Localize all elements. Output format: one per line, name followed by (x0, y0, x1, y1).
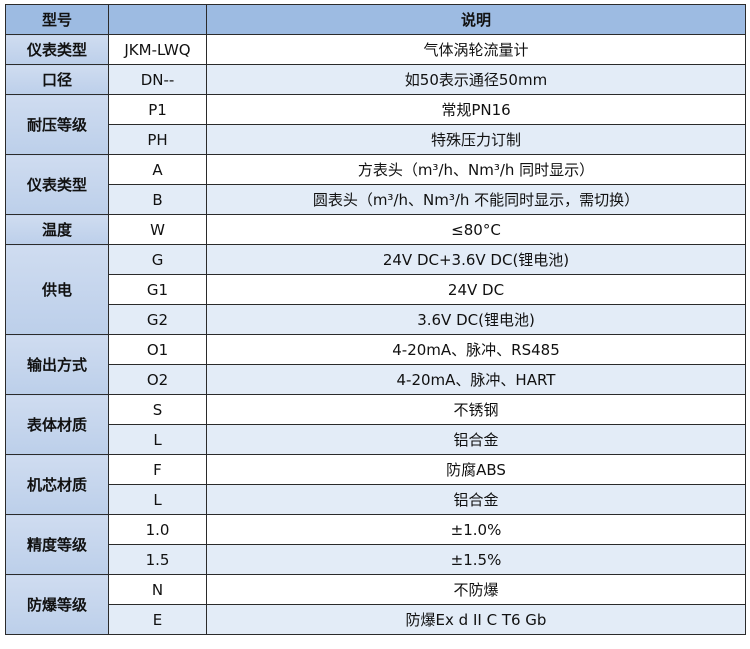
table-row: 供电 G 24V DC+3.6V DC(锂电池) (5, 244, 746, 335)
table-row: 表体材质 S 不锈钢 (5, 394, 746, 455)
group-label: 温度 (5, 214, 109, 245)
option-description: 如50表示通径50mm (206, 64, 746, 95)
option-description: 铝合金 (206, 484, 746, 515)
option-description: ≤80°C (206, 214, 746, 245)
option-code: G (108, 244, 207, 275)
option-description: 常规PN16 (206, 94, 746, 125)
option-description: 气体涡轮流量计 (206, 34, 746, 65)
group-label: 仪表类型 (5, 34, 109, 65)
header-model: 型号 (5, 4, 109, 35)
group-label: 精度等级 (5, 514, 109, 575)
option-description: 防爆Ex d II C T6 Gb (206, 604, 746, 635)
table-row: 口径 DN-- 如50表示通径50mm (5, 64, 746, 95)
option-description: 24V DC (206, 274, 746, 305)
table-row: 输出方式 O1 4-20mA、脉冲、RS485 (5, 334, 746, 395)
table-row: E 防爆Ex d II C T6 Gb (6, 604, 746, 635)
table-row: 1.5 ±1.5% (6, 544, 746, 575)
option-description: 4-20mA、脉冲、HART (206, 364, 746, 395)
option-code: O1 (108, 334, 207, 365)
group-label: 耐压等级 (5, 94, 109, 155)
header-code (108, 4, 207, 35)
option-description: 不防爆 (206, 574, 746, 605)
option-description: 防腐ABS (206, 454, 746, 485)
table-row: 温度 W ≤80°C (5, 214, 746, 245)
option-code: 1.0 (108, 514, 207, 545)
option-code: N (108, 574, 207, 605)
model-spec-table: 型号 说明 仪表类型 JKM-LWQ 气体涡轮流量计 口径 DN-- 如50表示通径50m… (5, 4, 746, 635)
group-label: 机芯材质 (5, 454, 109, 515)
option-description: 铝合金 (206, 424, 746, 455)
option-code: S (108, 394, 207, 425)
option-code: W (108, 214, 207, 245)
table-row: 耐压等级 P1 常规PN16 (5, 94, 746, 155)
table-row: L 铝合金 (6, 484, 746, 515)
table-row: 防爆等级 N 不防爆 (5, 574, 746, 635)
table-row: 仪表类型 A 方表头（m³/h、Nm³/h 同时显示） (5, 154, 746, 215)
option-code: A (108, 154, 207, 185)
table-row: 机芯材质 F 防腐ABS (5, 454, 746, 515)
option-description: 不锈钢 (206, 394, 746, 425)
table-row: 精度等级 1.0 ±1.0% (5, 514, 746, 575)
table-row: PH 特殊压力订制 (6, 124, 746, 155)
option-description: ±1.0% (206, 514, 746, 545)
table-row: L 铝合金 (6, 424, 746, 455)
option-description: 24V DC+3.6V DC(锂电池) (206, 244, 746, 275)
option-code: E (108, 604, 207, 635)
table-row: G2 3.6V DC(锂电池) (6, 304, 746, 335)
group-label: 防爆等级 (5, 574, 109, 635)
option-description: ±1.5% (206, 544, 746, 575)
option-code: G1 (108, 274, 207, 305)
option-description: 4-20mA、脉冲、RS485 (206, 334, 746, 365)
table-row: G1 24V DC (6, 274, 746, 305)
option-code: DN-- (108, 64, 207, 95)
group-label: 仪表类型 (5, 154, 109, 215)
option-code: L (108, 424, 207, 455)
table-row: B 圆表头（m³/h、Nm³/h 不能同时显示，需切换） (6, 184, 746, 215)
header-row: 型号 说明 (5, 4, 746, 35)
option-code: B (108, 184, 207, 215)
group-label: 口径 (5, 64, 109, 95)
option-code: L (108, 484, 207, 515)
option-description: 圆表头（m³/h、Nm³/h 不能同时显示，需切换） (206, 184, 746, 215)
option-description: 特殊压力订制 (206, 124, 746, 155)
header-description: 说明 (206, 4, 746, 35)
group-label: 供电 (5, 244, 109, 335)
option-code: PH (108, 124, 207, 155)
option-description: 3.6V DC(锂电池) (206, 304, 746, 335)
group-label: 表体材质 (5, 394, 109, 455)
table-body: 仪表类型 JKM-LWQ 气体涡轮流量计 口径 DN-- 如50表示通径50mm 耐压等级 P… (5, 34, 746, 635)
table-row: O2 4-20mA、脉冲、HART (6, 364, 746, 395)
option-code: JKM-LWQ (108, 34, 207, 65)
group-label: 输出方式 (5, 334, 109, 395)
option-code: G2 (108, 304, 207, 335)
option-code: P1 (108, 94, 207, 125)
option-code: O2 (108, 364, 207, 395)
table-row: 仪表类型 JKM-LWQ 气体涡轮流量计 (5, 34, 746, 65)
option-code: F (108, 454, 207, 485)
option-code: 1.5 (108, 544, 207, 575)
option-description: 方表头（m³/h、Nm³/h 同时显示） (206, 154, 746, 185)
